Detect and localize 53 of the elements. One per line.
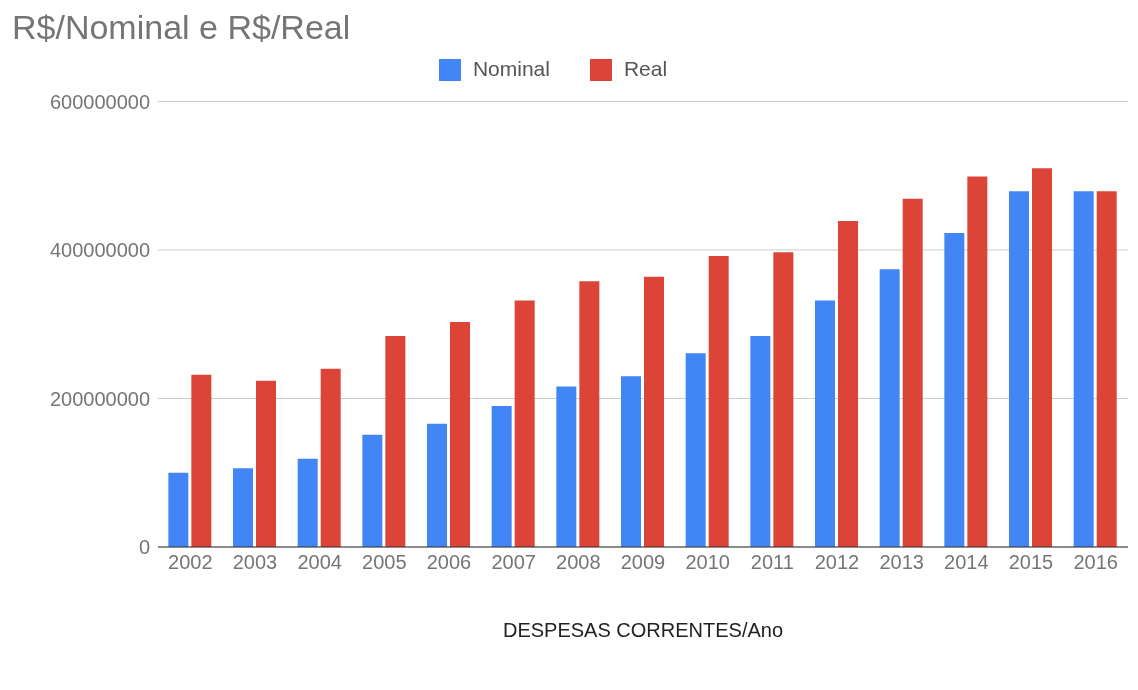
bar	[362, 434, 383, 547]
bar	[944, 232, 965, 547]
x-tick-label: 2004	[297, 551, 342, 574]
x-tick-label: 2014	[944, 551, 989, 574]
y-tick-label: 400000000	[49, 239, 150, 262]
x-tick-label: 2007	[491, 551, 536, 574]
bar	[168, 472, 189, 547]
x-tick-label: 2016	[1073, 551, 1118, 574]
bar	[297, 458, 318, 547]
legend-label: Real	[623, 57, 668, 80]
bar	[191, 374, 212, 547]
bar	[750, 336, 771, 547]
bar	[621, 376, 642, 547]
bar	[556, 386, 577, 547]
x-tick-label: 2005	[362, 551, 407, 574]
x-tick-label: 2015	[1008, 551, 1054, 574]
bar	[491, 405, 512, 547]
x-tick-label: 2012	[814, 551, 860, 574]
bar	[773, 252, 794, 547]
y-tick-label: 0	[138, 536, 150, 559]
bar	[879, 269, 900, 547]
x-tick-label: 2006	[426, 551, 472, 574]
x-tick-label: 2002	[168, 551, 213, 574]
x-axis-title: DESPESAS CORRENTES/Ano	[502, 619, 784, 641]
y-tick-label: 200000000	[49, 387, 150, 410]
bar	[579, 281, 600, 547]
bar	[838, 221, 859, 547]
legend-label: Nominal	[472, 57, 550, 80]
bar	[708, 255, 729, 547]
y-tick-label: 600000000	[49, 90, 150, 113]
chart-title: R$/Nominal e R$/Real	[12, 8, 352, 47]
bar	[815, 300, 836, 547]
bar	[1032, 168, 1053, 547]
bar	[967, 176, 988, 547]
bar	[514, 300, 535, 547]
bar	[1073, 191, 1094, 547]
bar	[644, 276, 665, 547]
bar	[450, 322, 471, 547]
x-tick-label: 2009	[620, 551, 666, 574]
bar	[685, 353, 706, 547]
bar	[233, 468, 254, 547]
x-tick-label: 2010	[685, 551, 730, 574]
x-tick-label: 2013	[879, 551, 924, 574]
bar	[320, 368, 341, 547]
bar	[902, 198, 923, 547]
x-tick-label: 2003	[232, 551, 278, 574]
x-tick-label: 2011	[750, 551, 794, 574]
bar	[256, 380, 277, 547]
bar	[1009, 191, 1030, 547]
bar	[385, 336, 406, 547]
bar	[427, 423, 448, 547]
bar	[1096, 191, 1117, 547]
x-tick-label: 2008	[556, 551, 601, 574]
